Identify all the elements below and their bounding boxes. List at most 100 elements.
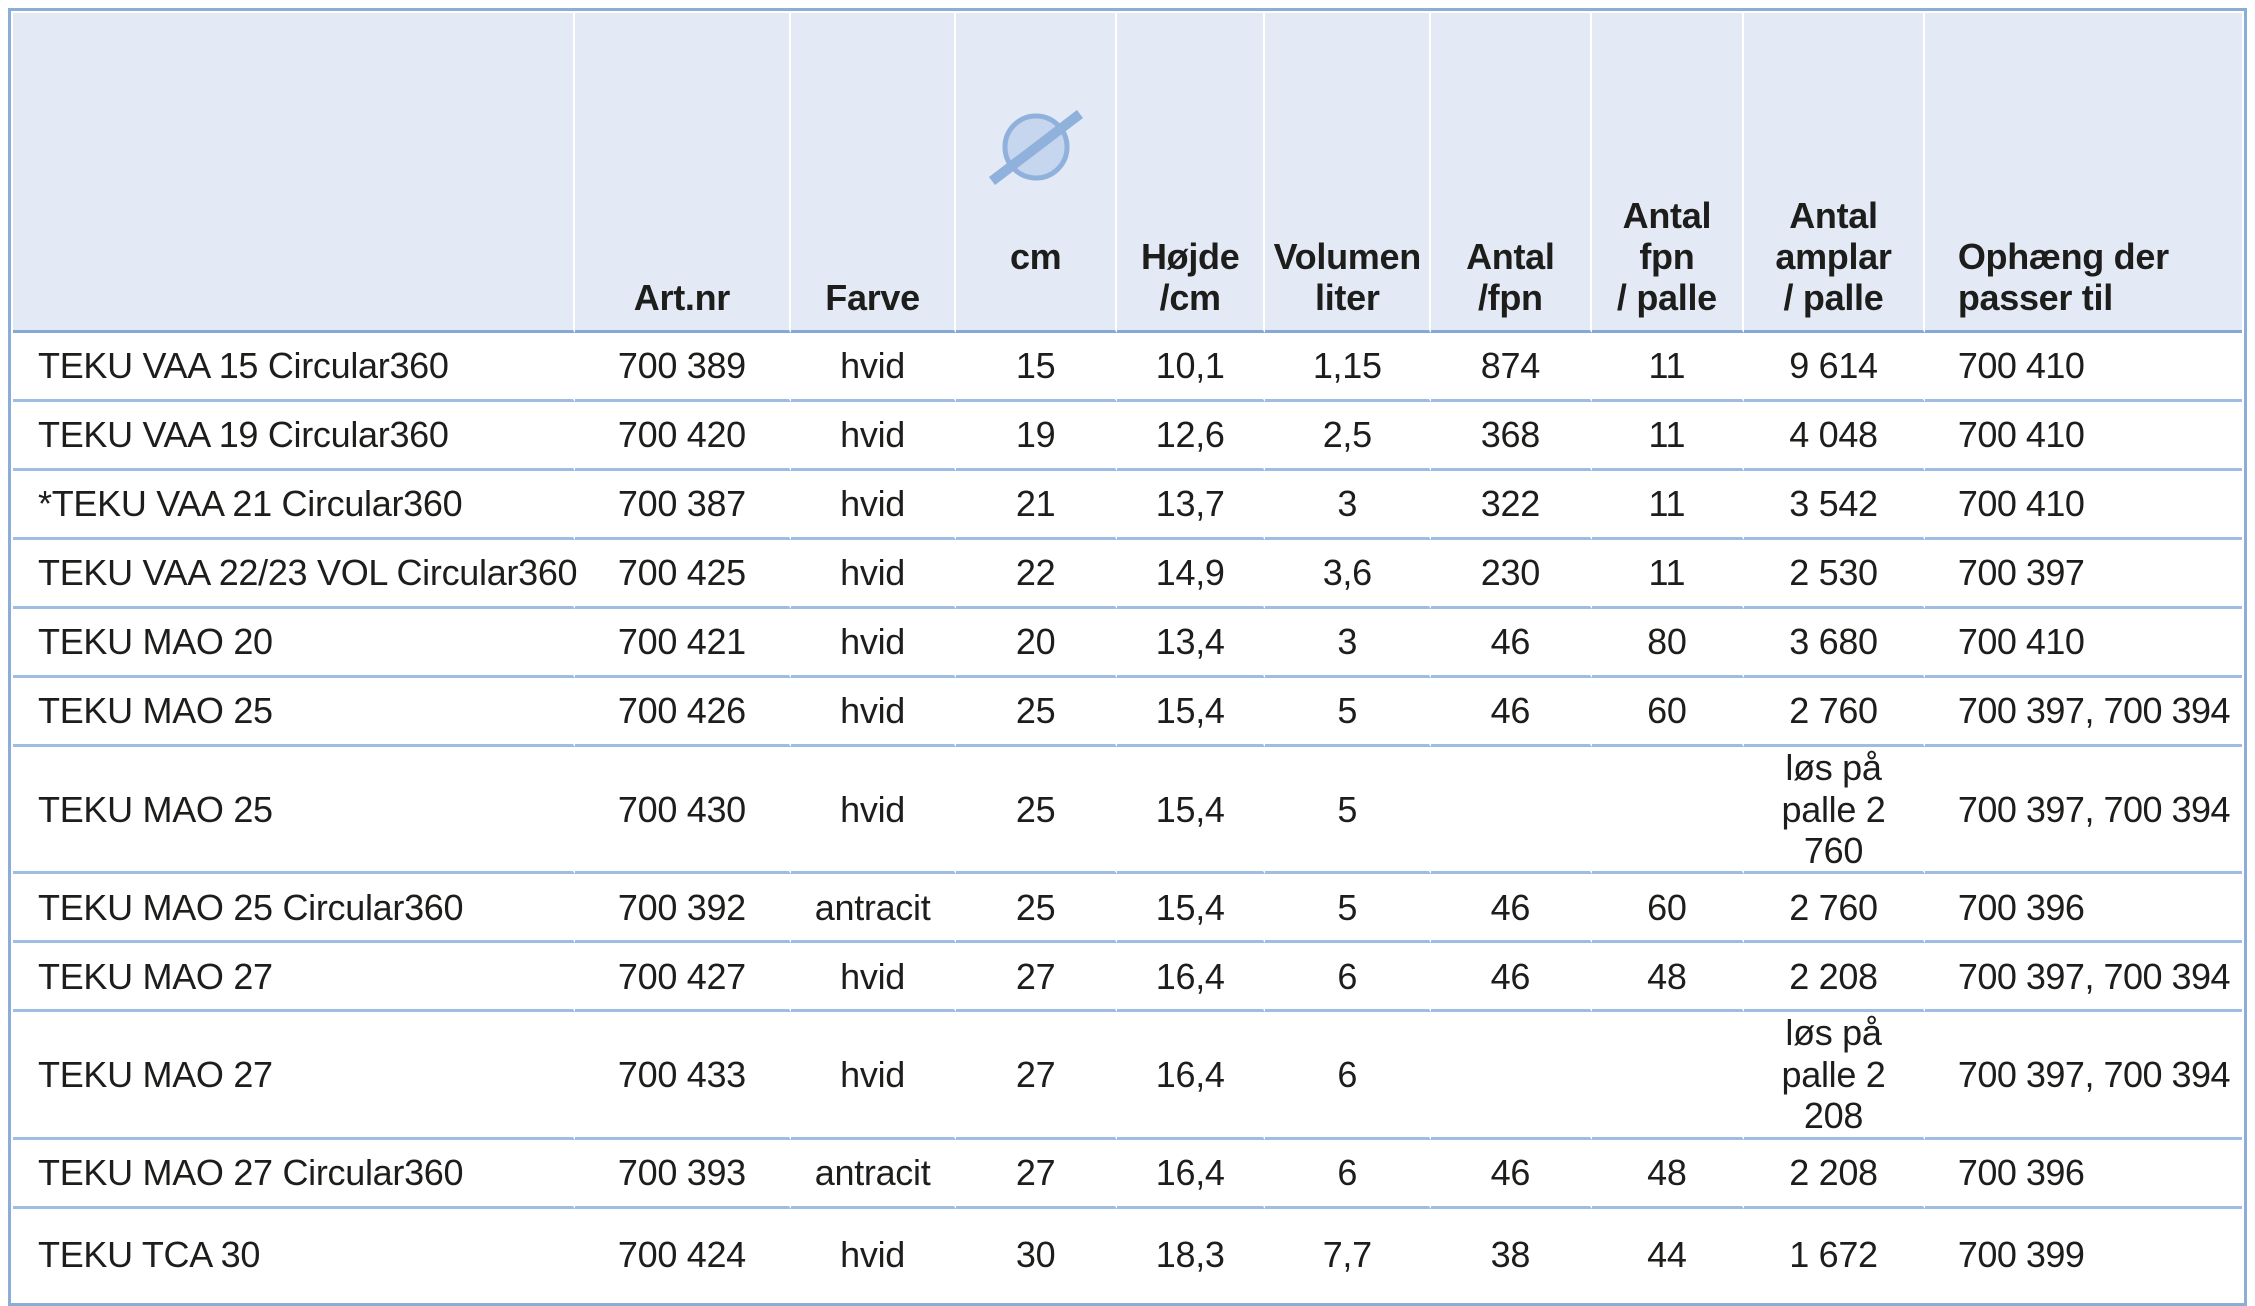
cell-hojde: 13,4 [1116, 609, 1266, 679]
cell-farve: hvid [790, 943, 957, 1013]
cell-artnr: 700 387 [575, 471, 791, 541]
cell-volumen: 2,5 [1265, 402, 1432, 472]
cell-farve: hvid [790, 678, 957, 748]
cell-antal-amplar-palle: 3 542 [1744, 471, 1925, 541]
cell-product-name: TEKU VAA 15 Circular360 [13, 333, 576, 403]
cell-volumen: 6 [1265, 943, 1432, 1013]
cell-farve: antracit [790, 1139, 957, 1209]
table-row: TEKU VAA 19 Circular360 700 420 hvid 19 … [13, 402, 2242, 472]
cell-farve: antracit [790, 874, 957, 944]
diameter-icon [983, 64, 1089, 230]
cell-diameter: 21 [956, 471, 1117, 541]
cell-hojde: 15,4 [1116, 747, 1266, 875]
cell-volumen: 5 [1265, 874, 1432, 944]
cell-hojde: 15,4 [1116, 678, 1266, 748]
cell-antal-amplar-palle: 2 760 [1744, 874, 1925, 944]
cell-antal-amplar-palle: 2 208 [1744, 1139, 1925, 1209]
header-diameter-label: cm [1009, 236, 1062, 278]
cell-antal-fpn-palle [1591, 1012, 1745, 1140]
table-row: TEKU MAO 25 700 426 hvid 25 15,4 5 46 60… [13, 678, 2242, 748]
cell-product-name: *TEKU VAA 21 Circular360 [13, 471, 576, 541]
cell-artnr: 700 425 [575, 540, 791, 610]
cell-antal-fpn: 46 [1431, 874, 1592, 944]
cell-hojde: 12,6 [1116, 402, 1266, 472]
cell-ophaeng: 700 397, 700 394 [1924, 943, 2242, 1013]
cell-ophaeng: 700 410 [1924, 471, 2242, 541]
cell-hojde: 16,4 [1116, 1012, 1266, 1140]
cell-volumen: 6 [1265, 1012, 1432, 1140]
cell-ophaeng: 700 396 [1924, 1140, 2242, 1209]
cell-artnr: 700 393 [575, 1139, 791, 1209]
cell-diameter: 22 [956, 540, 1117, 610]
cell-volumen: 3,6 [1265, 540, 1432, 610]
table-row: TEKU VAA 15 Circular360 700 389 hvid 15 … [13, 333, 2242, 403]
cell-antal-amplar-palle: 1 672 [1744, 1208, 1925, 1301]
cell-product-name: TEKU VAA 19 Circular360 [13, 402, 576, 472]
table-row: TEKU MAO 27 Circular360 700 393 antracit… [13, 1139, 2242, 1209]
cell-farve: hvid [790, 471, 957, 541]
cell-hojde: 16,4 [1116, 943, 1266, 1013]
cell-diameter: 27 [956, 943, 1117, 1013]
cell-ophaeng: 700 410 [1924, 333, 2242, 403]
cell-artnr: 700 433 [575, 1012, 791, 1140]
cell-antal-amplar-palle: løs på palle 2 208 [1744, 1012, 1925, 1140]
cell-antal-fpn: 368 [1431, 402, 1592, 472]
cell-volumen: 1,15 [1265, 333, 1432, 403]
header-product [13, 13, 576, 334]
cell-antal-fpn [1431, 1012, 1592, 1140]
cell-antal-amplar-palle: 2 208 [1744, 943, 1925, 1013]
table-row: *TEKU VAA 21 Circular360 700 387 hvid 21… [13, 471, 2242, 541]
header-hojde: Højde /cm [1116, 13, 1266, 334]
cell-artnr: 700 427 [575, 943, 791, 1013]
table-row: TEKU MAO 27 700 427 hvid 27 16,4 6 46 48… [13, 943, 2242, 1013]
cell-ophaeng: 700 410 [1924, 402, 2242, 472]
cell-antal-amplar-palle: løs på palle 2 760 [1744, 747, 1925, 875]
cell-artnr: 700 389 [575, 333, 791, 403]
cell-antal-fpn-palle: 11 [1591, 402, 1745, 472]
cell-antal-fpn-palle: 11 [1591, 471, 1745, 541]
cell-farve: hvid [790, 609, 957, 679]
product-spec-table: Art.nr Farve cm [13, 13, 2242, 1301]
cell-antal-fpn-palle: 11 [1591, 540, 1745, 610]
cell-diameter: 20 [956, 609, 1117, 679]
cell-antal-fpn: 38 [1431, 1208, 1592, 1301]
cell-antal-fpn-palle: 60 [1591, 678, 1745, 748]
cell-product-name: TEKU MAO 25 Circular360 [13, 874, 576, 944]
cell-product-name: TEKU MAO 27 Circular360 [13, 1139, 576, 1209]
cell-antal-fpn: 46 [1431, 1139, 1592, 1209]
cell-diameter: 27 [956, 1012, 1117, 1140]
cell-antal-amplar-palle: 2 760 [1744, 678, 1925, 748]
cell-diameter: 25 [956, 678, 1117, 748]
cell-volumen: 3 [1265, 471, 1432, 541]
cell-antal-fpn: 46 [1431, 678, 1592, 748]
cell-product-name: TEKU MAO 25 [13, 678, 576, 748]
cell-artnr: 700 392 [575, 874, 791, 944]
header-diameter: cm [956, 13, 1117, 334]
cell-hojde: 18,3 [1117, 1208, 1266, 1301]
cell-antal-amplar-palle: 4 048 [1744, 402, 1925, 472]
cell-antal-fpn: 46 [1431, 609, 1592, 679]
cell-antal-fpn-palle: 60 [1591, 874, 1745, 944]
cell-ophaeng: 700 410 [1924, 609, 2242, 679]
cell-artnr: 700 426 [575, 678, 791, 748]
cell-farve: hvid [790, 402, 957, 472]
cell-antal-fpn: 46 [1431, 943, 1592, 1013]
cell-ophaeng: 700 397, 700 394 [1924, 747, 2242, 875]
header-row: Art.nr Farve cm [13, 13, 2242, 334]
cell-artnr: 700 420 [575, 402, 791, 472]
table-row: TEKU MAO 25 Circular360 700 392 antracit… [13, 874, 2242, 944]
cell-diameter: 15 [956, 333, 1117, 403]
cell-diameter: 30 [956, 1208, 1117, 1301]
cell-hojde: 13,7 [1116, 471, 1266, 541]
cell-ophaeng: 700 397, 700 394 [1924, 678, 2242, 748]
cell-farve: hvid [790, 540, 957, 610]
cell-farve: hvid [791, 1208, 957, 1301]
table-row: TEKU VAA 22/23 VOL Circular360 700 425 h… [13, 540, 2242, 610]
cell-volumen: 7,7 [1265, 1208, 1432, 1301]
header-antal-fpn: Antal /fpn [1431, 13, 1592, 334]
cell-antal-fpn-palle: 80 [1591, 609, 1745, 679]
cell-diameter: 19 [956, 402, 1117, 472]
cell-antal-fpn: 230 [1431, 540, 1592, 610]
header-farve: Farve [790, 13, 957, 334]
